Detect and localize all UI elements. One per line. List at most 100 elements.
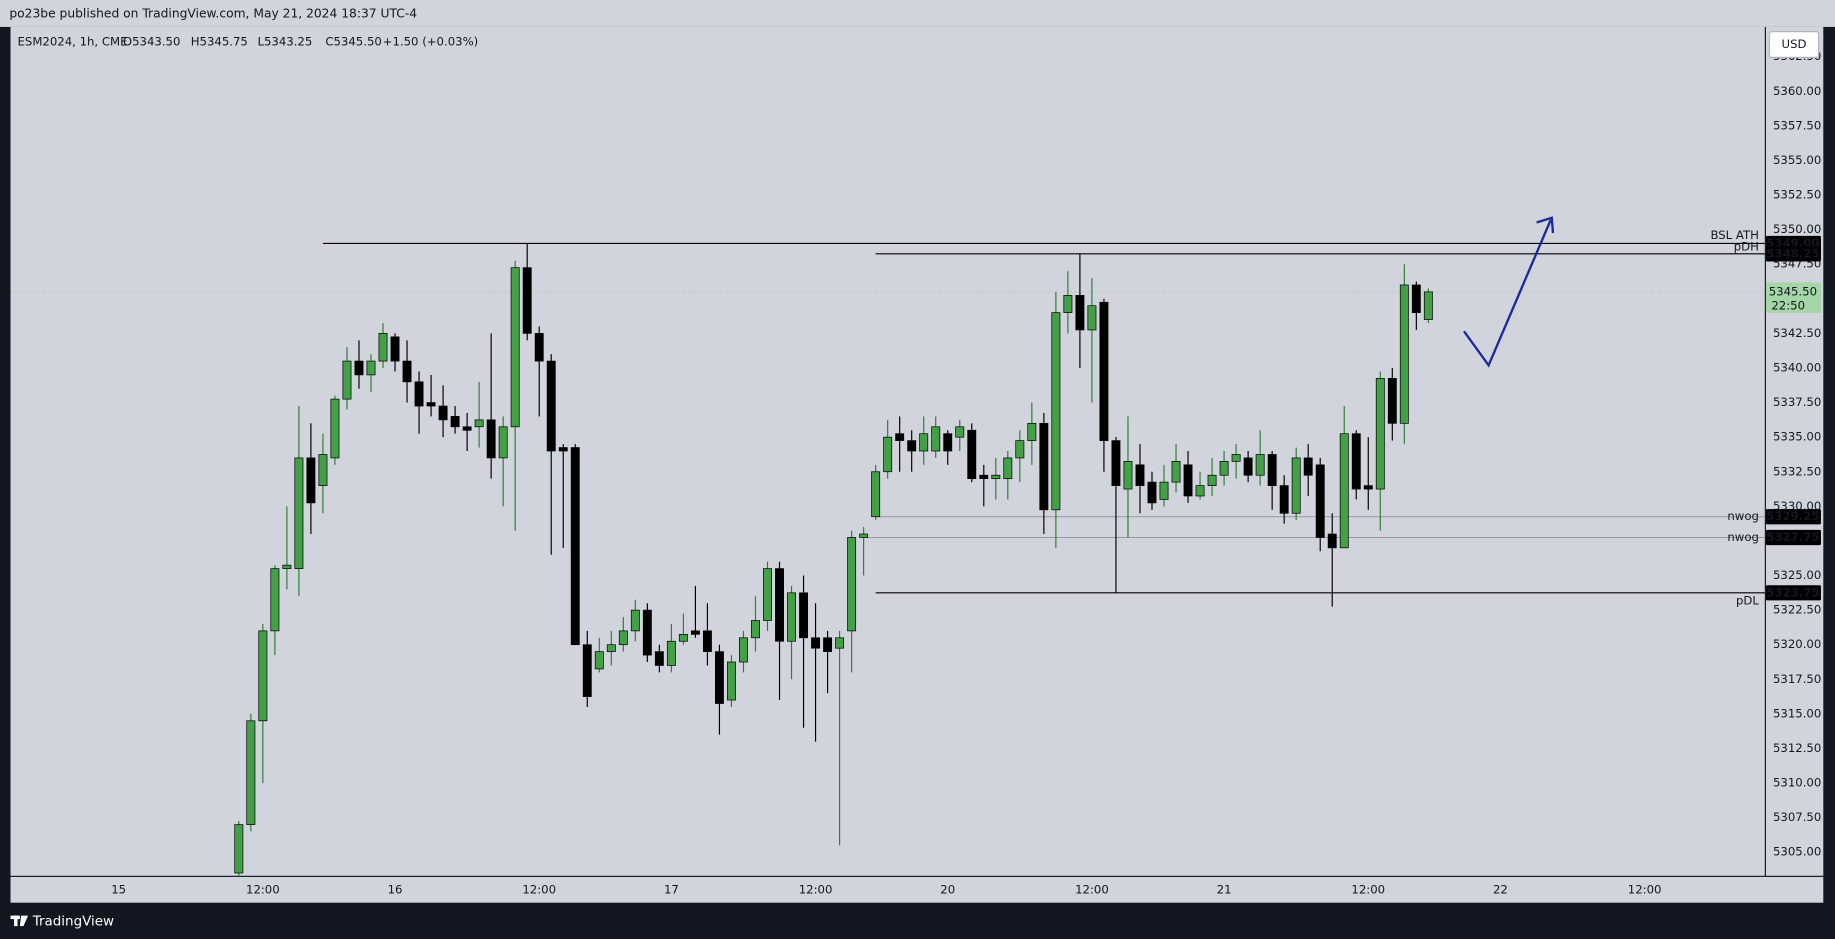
candle-body: [1027, 422, 1037, 441]
last-price-badge: [1765, 282, 1821, 313]
level-label: pDH: [1734, 239, 1759, 253]
candle-body: [823, 637, 833, 652]
level-badge: [1765, 585, 1821, 601]
candle-body: [606, 644, 616, 652]
candle-body: [739, 637, 748, 663]
candle-body: [1159, 481, 1169, 500]
candle-body: [714, 651, 724, 704]
currency-button[interactable]: [1768, 31, 1820, 58]
y-tick-label: 5315.00: [1773, 706, 1821, 720]
y-tick-label: 5307.50: [1773, 810, 1821, 824]
candle-body: [1219, 461, 1229, 476]
x-tick-label: 12:00: [522, 882, 556, 896]
currency[interactable]: USD: [1782, 37, 1807, 51]
candle-body: [570, 447, 580, 646]
y-tick-label: 5350.00: [1773, 222, 1821, 236]
candle-body: [654, 651, 664, 666]
last-price-label: 5345.50: [1769, 284, 1817, 298]
time-axis: [10, 876, 1824, 903]
candle-body: [1351, 433, 1361, 490]
y-tick-label: 5352.50: [1773, 188, 1821, 202]
x-tick-label: 20: [940, 882, 955, 896]
candle-body: [1087, 305, 1097, 331]
legend-high: H5345.75: [191, 35, 248, 49]
candle-body: [1207, 474, 1217, 486]
footer: [0, 903, 1835, 939]
level-badge: [1765, 246, 1821, 262]
candle-body: [1075, 294, 1085, 331]
candle-body: [1015, 440, 1025, 459]
candle-body: [799, 592, 808, 639]
candle-body: [474, 419, 484, 428]
level-label: BSL ATH: [1710, 228, 1758, 242]
level-badge: [1765, 509, 1821, 525]
candle-body: [618, 630, 628, 646]
candle-body: [354, 360, 364, 376]
level-badge-label: 5329.25: [1766, 509, 1819, 523]
candle-body: [258, 630, 268, 722]
x-tick-label: 17: [664, 882, 679, 896]
candle-body: [1303, 457, 1313, 476]
candle-body: [702, 630, 712, 652]
candle-body: [1063, 294, 1073, 313]
y-tick-label: 5355.00: [1773, 153, 1821, 167]
level-badge: [1765, 529, 1821, 546]
candle-body: [1291, 457, 1301, 514]
y-tick-label: 5335.00: [1773, 430, 1821, 444]
candle-body: [234, 824, 244, 874]
candle-body: [1279, 485, 1289, 514]
candle-body: [642, 609, 652, 656]
legend-open: O5343.50: [123, 35, 181, 49]
level-badge-label: 5327.75: [1766, 530, 1819, 544]
level-badge-label: 5323.75: [1766, 585, 1819, 599]
candle-body: [1123, 461, 1133, 490]
x-tick-label: 12:00: [246, 882, 280, 896]
drawing-arrow: [1463, 219, 1552, 368]
candle-body: [859, 533, 869, 538]
candle-body: [1411, 284, 1421, 313]
candle-body: [1147, 481, 1157, 504]
arrow-head: [1536, 216, 1555, 234]
candle-body: [979, 474, 989, 480]
candle-body: [1423, 291, 1433, 320]
candle-body: [883, 436, 893, 473]
candle-body: [678, 633, 688, 642]
candle-body: [690, 630, 700, 635]
y-tick-label: 5342.50: [1773, 326, 1821, 340]
x-tick-label: 16: [388, 882, 403, 896]
y-tick-label: 5340.00: [1773, 360, 1821, 374]
candle-body: [1243, 457, 1253, 476]
candle-body: [1255, 454, 1265, 476]
x-tick-label: 12:00: [1075, 882, 1109, 896]
candle-body: [1183, 464, 1193, 497]
candle-body: [438, 405, 448, 421]
legend-change: +1.50 (+0.03%): [383, 35, 479, 49]
x-tick-label: 12:00: [1351, 882, 1385, 896]
candle-body: [450, 416, 460, 428]
candle-body: [1111, 440, 1121, 486]
y-tick-label: 5305.00: [1773, 845, 1821, 859]
candle-body: [1171, 461, 1181, 483]
symbol: ESM2024, 1h, CME: [18, 35, 128, 49]
candle-body: [390, 336, 400, 362]
candle-body: [967, 429, 977, 480]
candle-body: [306, 457, 316, 504]
level-label: nwog: [1727, 509, 1759, 523]
countdown: 22:50: [1771, 298, 1805, 312]
price-axis: [1765, 26, 1824, 876]
candle-body: [991, 474, 1001, 480]
x-tick-label: 21: [1217, 882, 1232, 896]
level-label: nwog: [1727, 530, 1759, 544]
candle-body: [1327, 533, 1337, 549]
candle-body: [366, 360, 376, 376]
candle-body: [630, 609, 640, 632]
candle-body: [486, 419, 496, 459]
candle-body: [378, 333, 388, 362]
top-bar: [0, 0, 1835, 27]
candle-body: [775, 568, 784, 642]
logo-mark: [19, 915, 29, 927]
candle-body: [1231, 454, 1241, 462]
candle-body: [1195, 485, 1205, 497]
x-tick-label: 22: [1493, 882, 1508, 896]
